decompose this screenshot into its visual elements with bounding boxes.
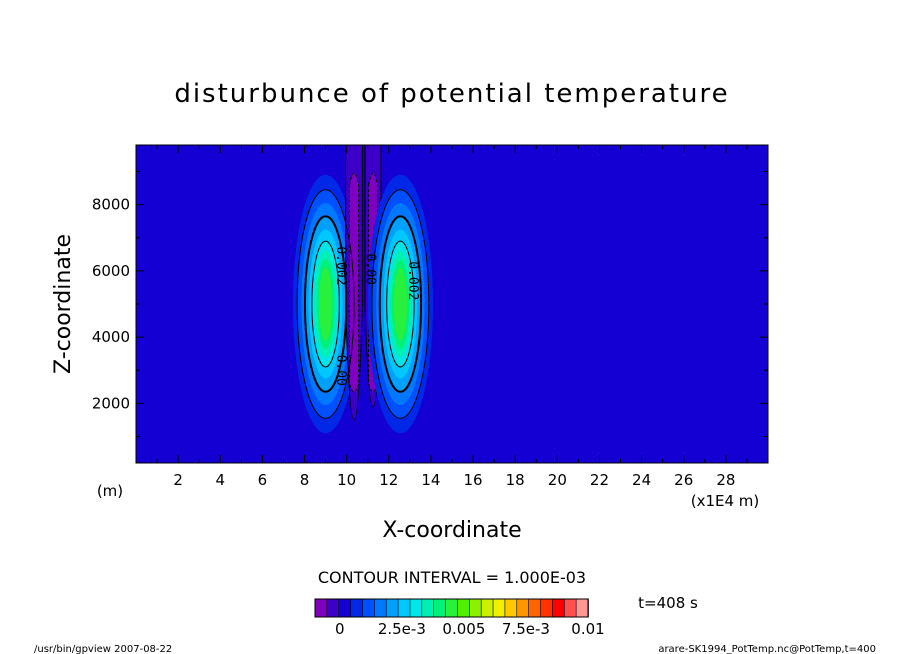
colorbar-swatch <box>338 598 352 618</box>
colorbar <box>314 598 589 618</box>
contour-line <box>311 240 340 368</box>
colorbar-swatch <box>397 598 411 618</box>
x-axis-label: X-coordinate <box>382 518 521 543</box>
x-tick-label: 10 <box>337 471 356 489</box>
y-tick-label: 4000 <box>92 328 130 346</box>
x-tick-label: 8 <box>300 471 310 489</box>
contour-label: 0.002 <box>333 246 348 285</box>
x-tick-label: 20 <box>548 471 567 489</box>
colorbar-swatch <box>528 598 542 618</box>
colorbar-swatch <box>326 598 340 618</box>
colorbar-swatch <box>409 598 423 618</box>
positive-lobe-level <box>393 267 408 341</box>
contour-interval-text: CONTOUR INTERVAL = 1.000E-03 <box>318 568 586 587</box>
footer-left: /usr/bin/gpview 2007-08-22 <box>34 644 172 654</box>
contour-line <box>378 215 423 393</box>
footer-right: arare-SK1994_PotTemp.nc@PotTemp,t=400 <box>658 644 876 654</box>
contour-fill-layer <box>136 144 768 463</box>
colorbar-tick-label: 0 <box>335 620 345 638</box>
colorbar-frame <box>314 598 589 618</box>
colorbar-swatch <box>504 598 518 618</box>
x-tick-label: 14 <box>421 471 440 489</box>
x-tick-label: 22 <box>590 471 609 489</box>
x-unit-label: (m) <box>97 482 123 500</box>
colorbar-swatch <box>492 598 506 618</box>
y-tick-label: 2000 <box>92 394 130 412</box>
contour-line <box>386 240 415 368</box>
time-label: t=408 s <box>638 594 698 612</box>
colorbar-swatch <box>433 598 447 618</box>
colorbar-swatch <box>480 598 494 618</box>
background-level <box>136 145 768 463</box>
colorbar-tick-label: 0.01 <box>571 620 604 638</box>
colorbar-swatch <box>445 598 459 618</box>
colorbar-swatch <box>362 598 376 618</box>
colorbar-tick-label: 7.5e-3 <box>502 620 550 638</box>
y-tick-label: 6000 <box>92 262 130 280</box>
chart-title: disturbunce of potential temperature <box>174 79 729 109</box>
colorbar-swatch <box>314 598 328 618</box>
colorbar-swatch <box>563 598 577 618</box>
colorbar-tick-label: 0.005 <box>442 620 485 638</box>
x-tick-label: 26 <box>674 471 693 489</box>
positive-lobe-level <box>318 267 333 341</box>
x-tick-label: 2 <box>173 471 183 489</box>
x-tick-label: 16 <box>464 471 483 489</box>
colorbar-swatch <box>385 598 399 618</box>
y-axis-label: Z-coordinate <box>51 234 76 374</box>
contour-line <box>296 189 355 419</box>
contour-label: 0.00 <box>363 254 378 285</box>
contour-line <box>303 215 348 393</box>
colorbar-swatch <box>552 598 566 618</box>
colorbar-swatch <box>540 598 554 618</box>
x-tick-label: 18 <box>506 471 525 489</box>
contour-label: 0.00 <box>333 355 348 386</box>
contour-line-layer <box>296 189 430 419</box>
colorbar-swatch <box>469 598 482 618</box>
x-tick-label: 4 <box>215 471 225 489</box>
x-tick-label: 28 <box>716 471 735 489</box>
colorbar-swatch <box>516 598 530 618</box>
colorbar-swatch <box>350 598 364 618</box>
x-tick-label: 12 <box>379 471 398 489</box>
x-scale-label: (x1E4 m) <box>691 492 760 510</box>
colorbar-swatch <box>575 598 589 618</box>
colorbar-swatch <box>457 598 471 618</box>
contour-line <box>371 189 430 419</box>
x-tick-label: 24 <box>632 471 651 489</box>
y-tick-label: 8000 <box>92 196 130 214</box>
contour-label: 0.002 <box>405 261 420 300</box>
contour-label-layer: 0.002 0.00 0.002 0.00 <box>333 246 420 386</box>
colorbar-swatch <box>421 598 435 618</box>
colorbar-tick-labels: 0 2.5e-3 0.005 7.5e-3 0.01 <box>335 620 605 638</box>
x-tick-label: 6 <box>258 471 268 489</box>
colorbar-tick-label: 2.5e-3 <box>378 620 426 638</box>
colorbar-swatch <box>374 598 388 618</box>
